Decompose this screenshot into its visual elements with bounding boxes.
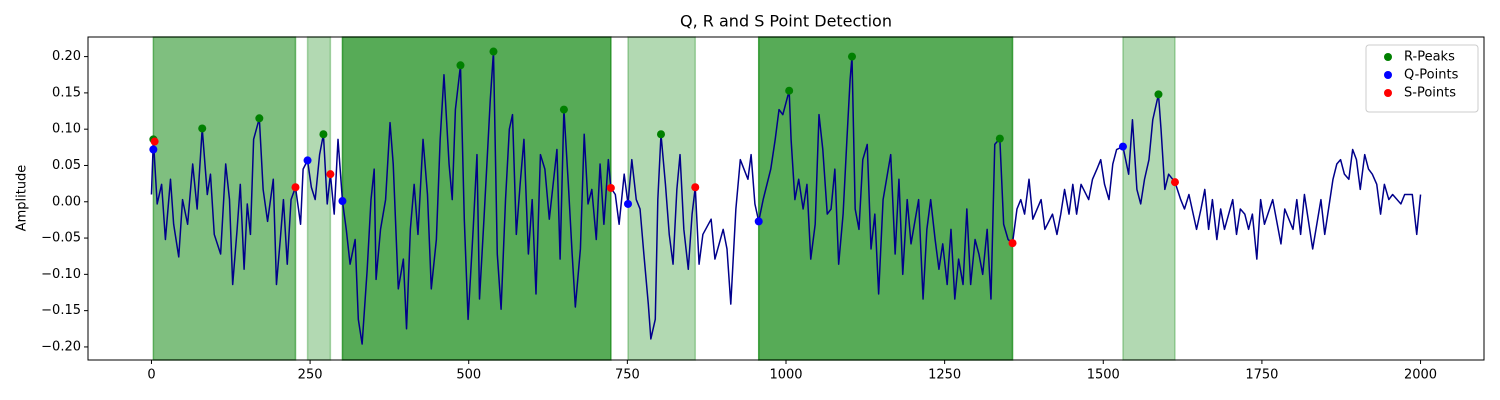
point [1170, 178, 1179, 187]
point [150, 137, 159, 146]
legend-marker [1384, 89, 1392, 97]
legend: R-Peaks Q-Points S-Points [1365, 44, 1479, 113]
y-tick-label: −0.10 [41, 267, 81, 282]
point [656, 130, 665, 139]
point [326, 170, 335, 179]
x-tick-label: 1500 [1087, 368, 1120, 383]
x-tick-label: 500 [456, 368, 481, 383]
point [559, 105, 568, 114]
y-tick-label: −0.15 [41, 303, 81, 318]
y-tick-label: 0.20 [52, 49, 81, 64]
x-tick-label: 250 [298, 368, 323, 383]
legend-label: Q-Points [1404, 68, 1459, 83]
y-axis-label: Amplitude [15, 165, 30, 232]
point [291, 183, 300, 192]
y-tick-label: 0.00 [52, 194, 81, 209]
point [606, 183, 615, 192]
highlight-span [341, 36, 612, 361]
point [303, 156, 312, 165]
point [847, 52, 856, 61]
legend-label: R-Peaks [1404, 50, 1455, 65]
point [623, 199, 632, 208]
x-tick-label: 1000 [769, 368, 802, 383]
point [1008, 239, 1017, 248]
legend-label: S-Points [1404, 86, 1456, 101]
legend-marker [1384, 71, 1392, 79]
point [785, 86, 794, 95]
x-tick-label: 1750 [1245, 368, 1278, 383]
plot-frame [87, 36, 1485, 361]
y-tick-label: 0.10 [52, 122, 81, 137]
highlight-span [1122, 36, 1176, 361]
point [1118, 142, 1127, 151]
legend-marker [1384, 53, 1392, 61]
point [691, 183, 700, 192]
y-tick-label: 0.05 [52, 158, 81, 173]
x-tick-label: 2000 [1404, 368, 1437, 383]
x-tick-label: 1250 [928, 368, 961, 383]
point [149, 145, 158, 154]
point [754, 217, 763, 226]
highlight-span [757, 36, 1014, 361]
x-tick-label: 0 [147, 368, 155, 383]
chart-title: Q, R and S Point Detection [680, 12, 892, 31]
point [255, 114, 264, 123]
point [338, 197, 347, 206]
highlight-span [627, 36, 697, 361]
point [1154, 90, 1163, 99]
legend-frame [1365, 44, 1479, 113]
x-tick-label: 750 [615, 368, 640, 383]
point [198, 124, 207, 133]
point [319, 130, 328, 139]
point [456, 61, 465, 70]
point [995, 134, 1004, 143]
point [489, 47, 498, 56]
y-tick-label: −0.20 [41, 339, 81, 354]
y-tick-label: −0.05 [41, 231, 81, 246]
y-tick-label: 0.15 [52, 85, 81, 100]
